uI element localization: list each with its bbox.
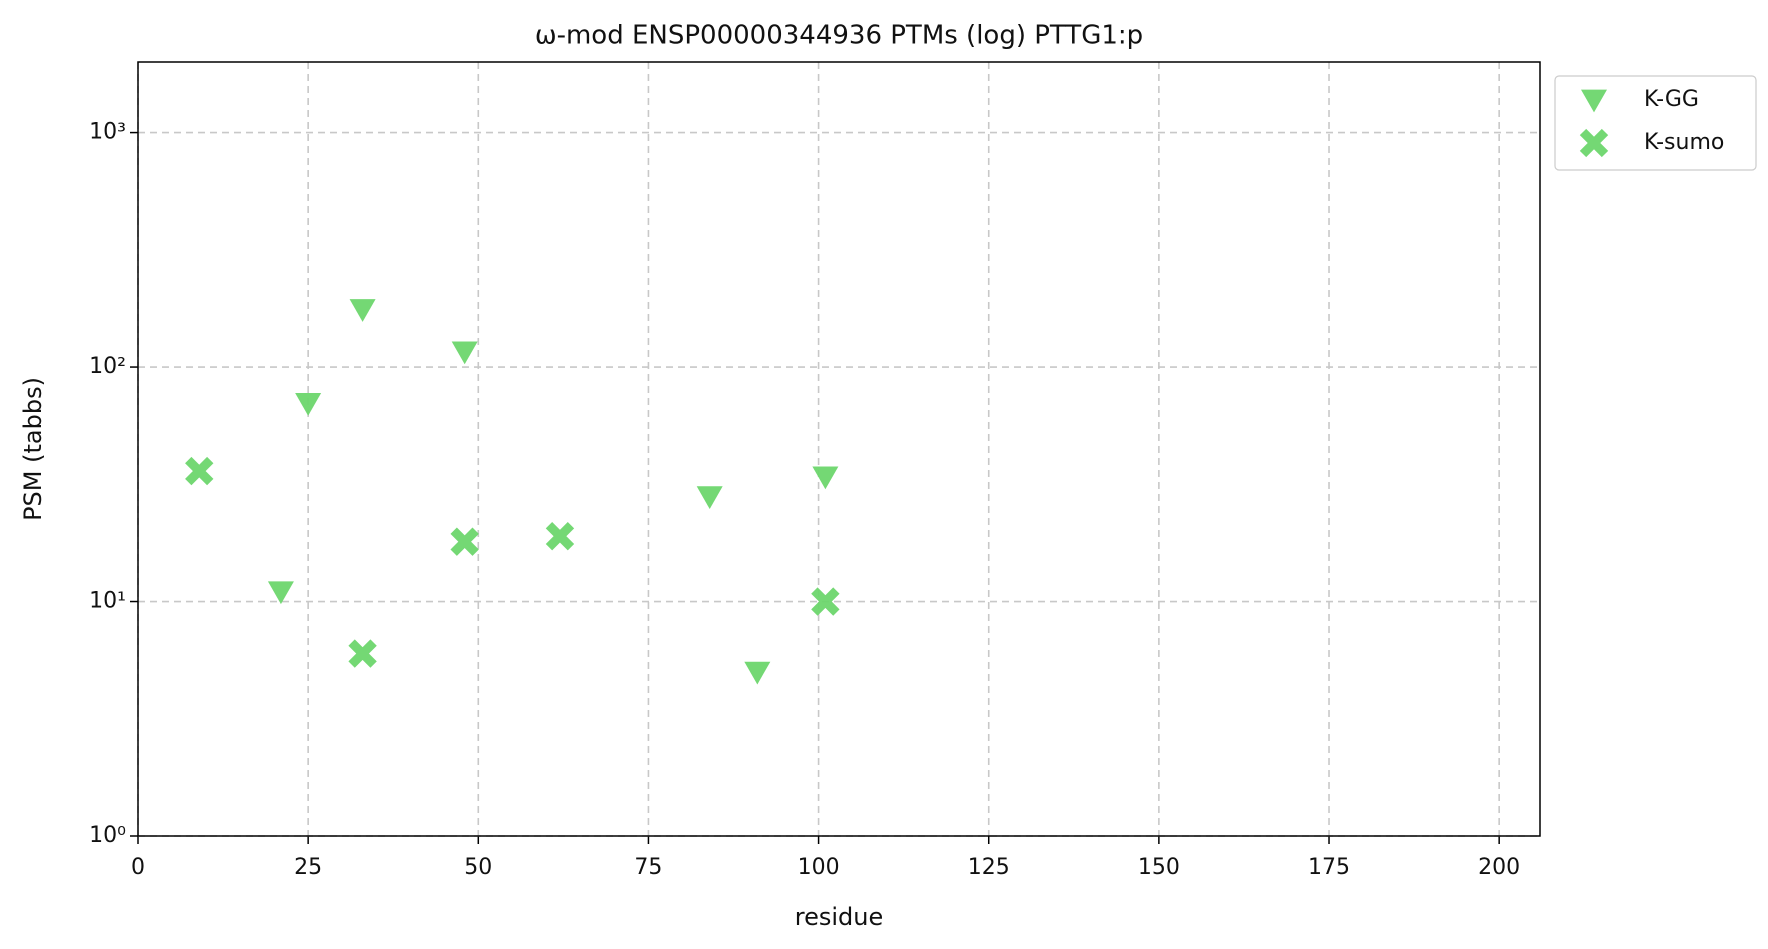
- marker-x: [450, 527, 479, 556]
- x-tick-label: 200: [1478, 855, 1520, 880]
- legend-label: K-sumo: [1644, 130, 1724, 155]
- y-tick-label: 10³: [89, 120, 126, 145]
- x-tick-label: 150: [1138, 855, 1180, 880]
- legend-label: K-GG: [1644, 87, 1699, 112]
- y-tick-label: 10²: [89, 354, 126, 379]
- x-tick-label: 175: [1308, 855, 1350, 880]
- x-tick-label: 100: [798, 855, 840, 880]
- x-tick-label: 125: [968, 855, 1010, 880]
- x-tick-label: 75: [634, 855, 662, 880]
- x-axis-label: residue: [795, 903, 884, 931]
- marker-x: [545, 521, 575, 551]
- marker-triangle: [696, 486, 723, 510]
- marker-triangle: [744, 661, 771, 685]
- marker-triangle: [349, 299, 376, 322]
- marker-x: [1579, 128, 1609, 158]
- x-tick-label: 50: [464, 855, 492, 880]
- marker-triangle: [812, 466, 839, 490]
- chart-title: ω-mod ENSP00000344936 PTMs (log) PTTG1:p: [535, 21, 1143, 51]
- y-tick-label: 10⁰: [89, 823, 126, 848]
- marker-triangle: [267, 581, 294, 605]
- y-axis-label: PSM (tabbs): [19, 377, 47, 521]
- marker-triangle: [295, 392, 322, 416]
- plot-frame: [137, 61, 1541, 837]
- marker-triangle: [1581, 89, 1607, 113]
- marker-x: [348, 639, 377, 668]
- y-tick-label: 10¹: [89, 589, 126, 614]
- x-tick-label: 25: [294, 855, 322, 880]
- marker-x: [185, 456, 214, 486]
- legend-box: [1554, 75, 1757, 171]
- marker-triangle: [451, 341, 478, 365]
- marker-x: [811, 587, 840, 616]
- x-tick-label: 0: [131, 855, 145, 880]
